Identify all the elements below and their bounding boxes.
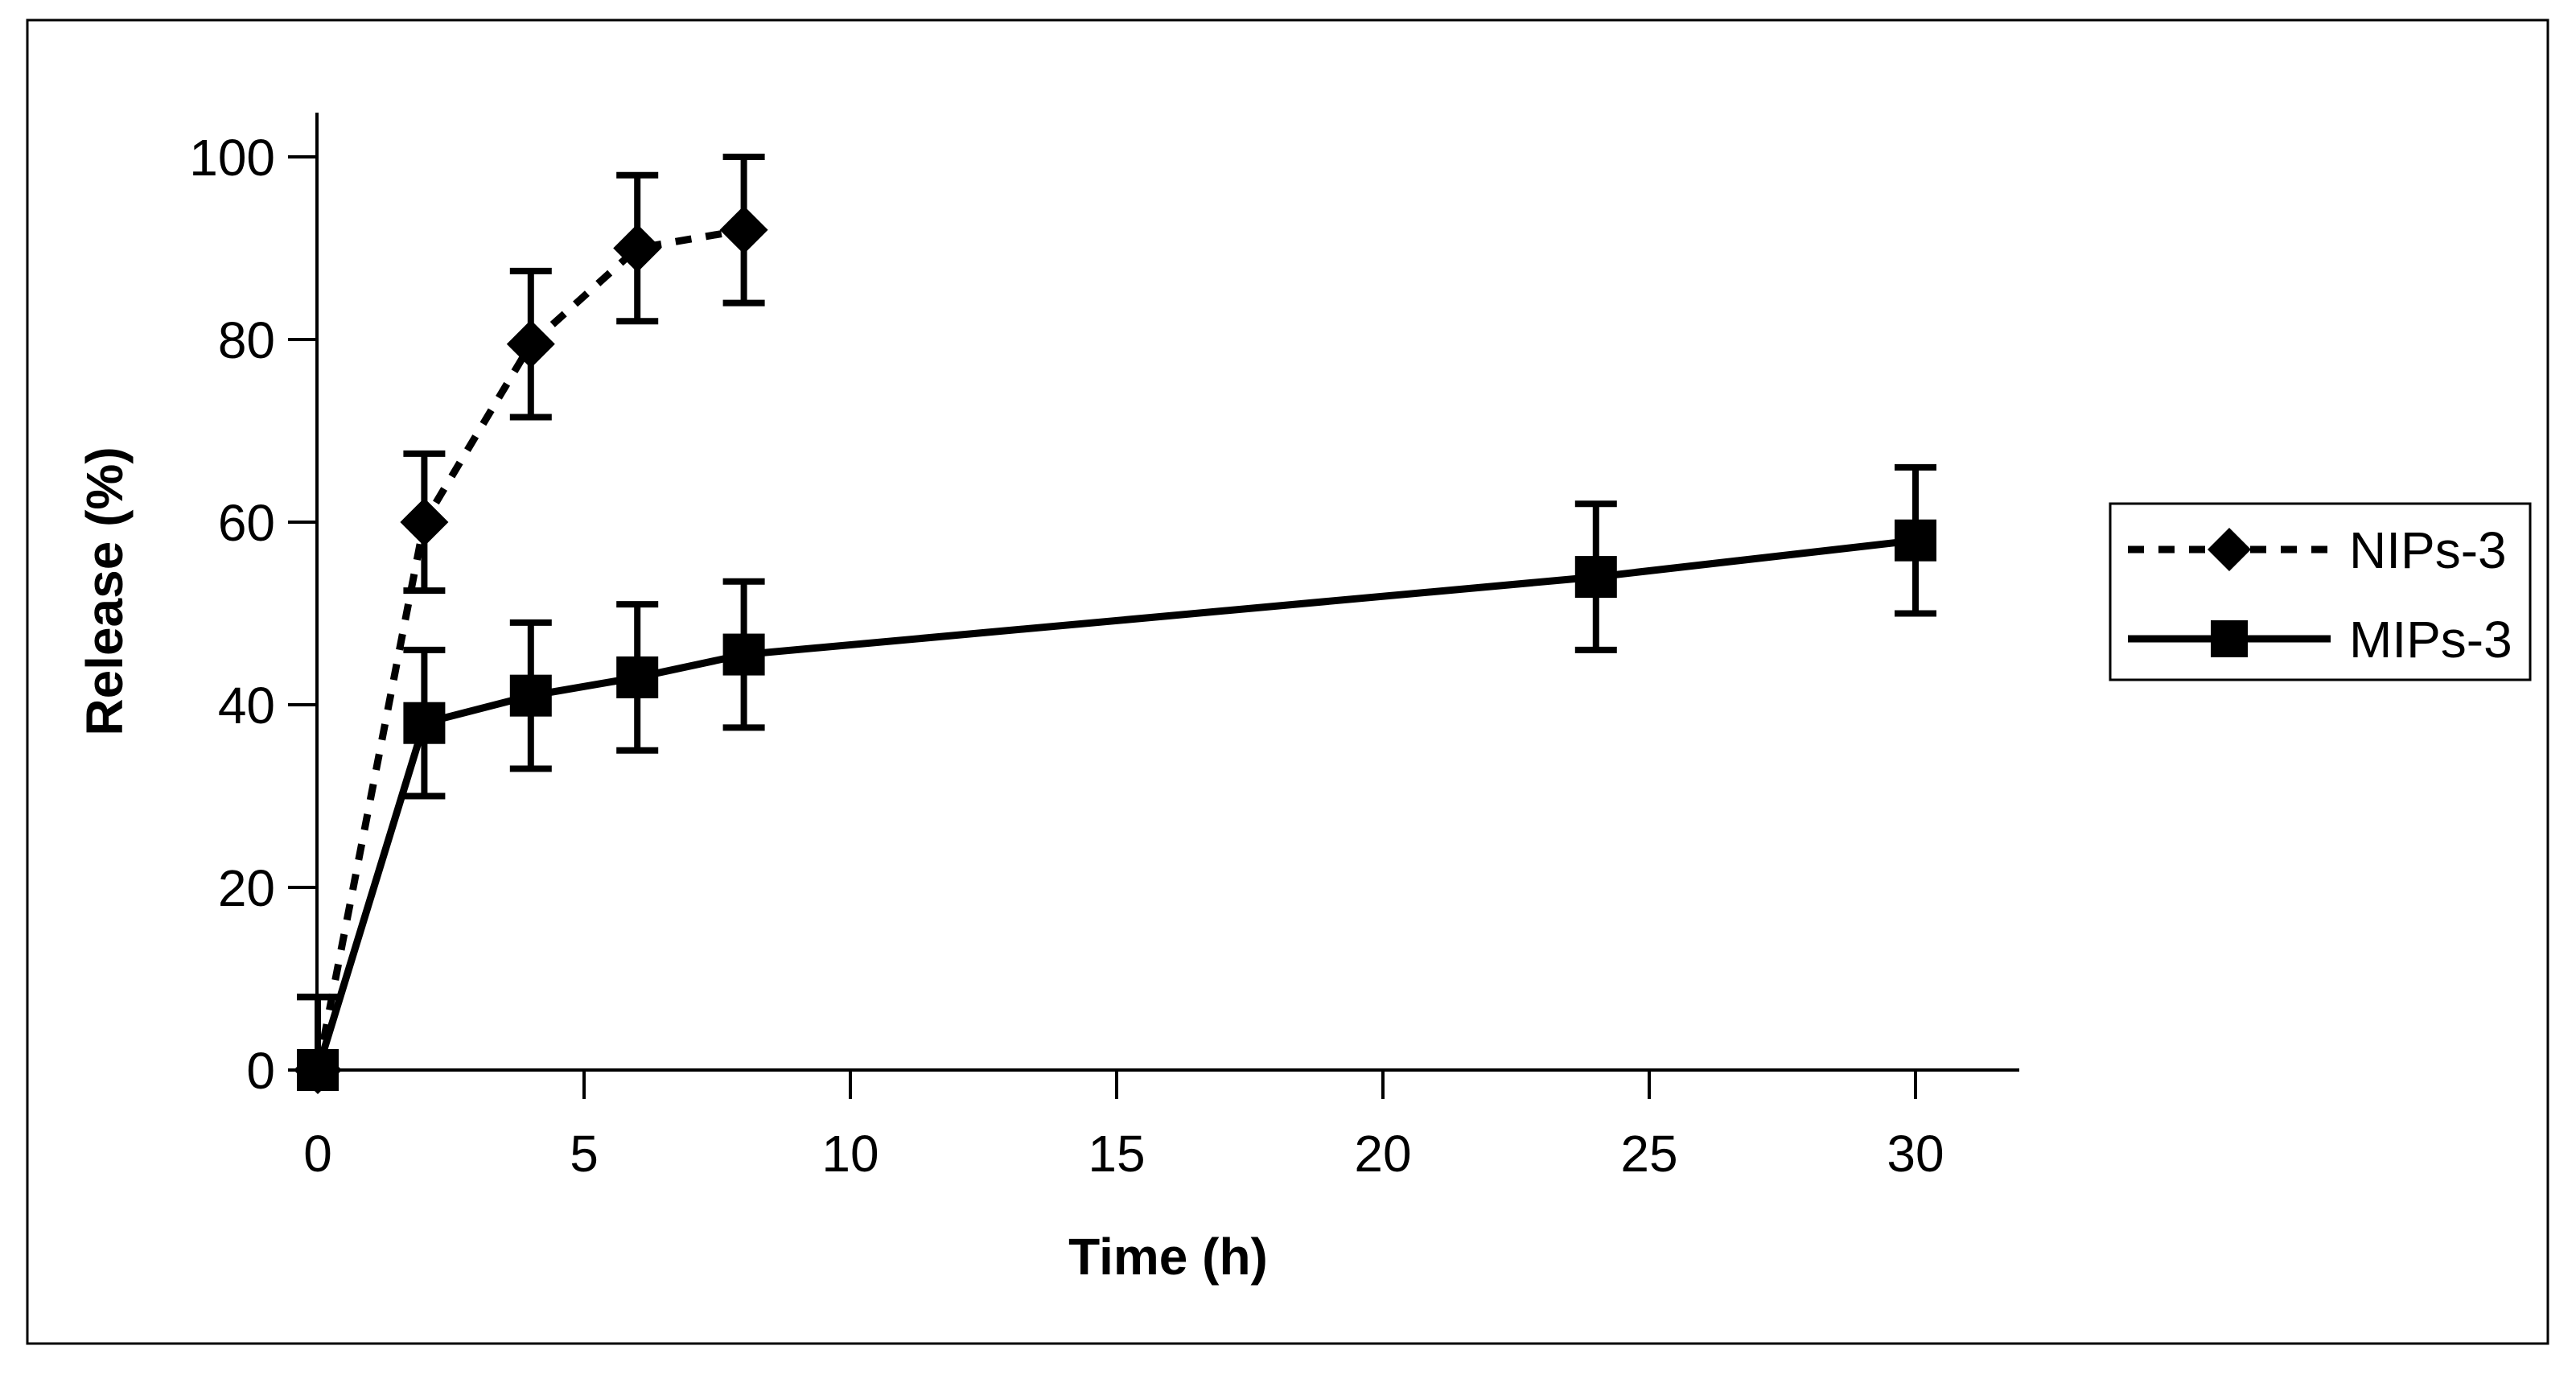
diamond-marker [719, 205, 768, 254]
x-tick-label: 15 [1088, 1125, 1145, 1183]
x-tick-label: 20 [1354, 1125, 1411, 1183]
legend: NIPs-3 MIPs-3 [2109, 502, 2532, 681]
y-tick-label: 60 [218, 494, 275, 552]
x-tick-label: 0 [303, 1125, 332, 1183]
x-tick-label: 25 [1620, 1125, 1677, 1183]
x-tick-label: 5 [570, 1125, 599, 1183]
y-tick-label: 0 [246, 1042, 275, 1100]
series-line-MIPs-3 [314, 537, 1916, 1072]
square-marker [509, 674, 552, 717]
square-marker [616, 656, 659, 698]
diamond-marker [400, 498, 449, 546]
y-tick-label: 80 [218, 311, 275, 369]
legend-label: NIPs-3 [2349, 521, 2507, 579]
legend-box [2109, 502, 2532, 681]
figure-border [26, 19, 2549, 1345]
square-marker [403, 702, 446, 744]
x-tick-label: 10 [821, 1125, 879, 1183]
series-MIPs-3 [297, 463, 1936, 1091]
y-tick-label: 100 [189, 129, 275, 187]
legend-entry-NIPs-3: NIPs-3 [2128, 521, 2507, 579]
square-marker [722, 633, 765, 676]
legend-diamond-marker [2208, 528, 2251, 571]
x-axis-title: Time (h) [1068, 1228, 1268, 1286]
diamond-marker [506, 319, 555, 368]
diamond-marker [613, 224, 662, 273]
y-tick-label: 20 [218, 859, 275, 917]
y-axis-title: Release (%) [76, 447, 134, 735]
square-marker [297, 1049, 339, 1091]
legend-square-marker [2211, 620, 2248, 657]
legend-label: MIPs-3 [2349, 611, 2512, 669]
square-marker [1574, 556, 1617, 599]
legend-entry-MIPs-3: MIPs-3 [2128, 611, 2512, 669]
y-tick-label: 40 [218, 677, 275, 735]
axes: 0 20 40 60 80 100 0 5 10 15 20 25 30 [189, 113, 2019, 1183]
square-marker [1895, 519, 1936, 562]
x-tick-label: 30 [1887, 1125, 1944, 1183]
data-series [294, 154, 1936, 1094]
